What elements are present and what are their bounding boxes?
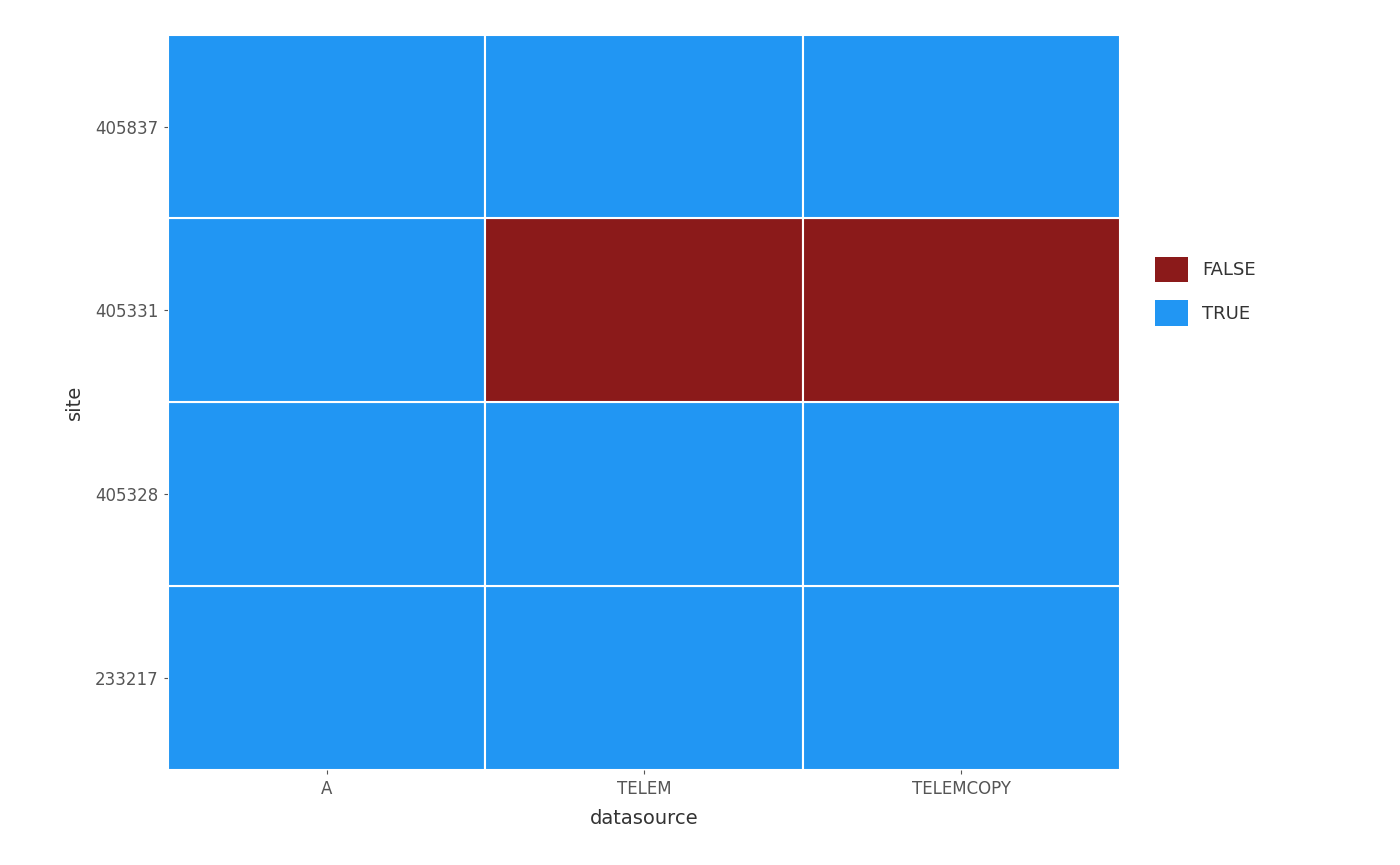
Bar [802, 35, 1120, 218]
Bar [802, 586, 1120, 770]
Bar [486, 35, 802, 218]
Y-axis label: site: site [64, 385, 84, 420]
Legend: FALSE, TRUE: FALSE, TRUE [1148, 249, 1263, 333]
Bar [168, 586, 486, 770]
Bar [168, 35, 486, 218]
X-axis label: datasource: datasource [589, 809, 699, 828]
Bar [486, 586, 802, 770]
Bar [168, 218, 486, 402]
Bar [802, 402, 1120, 586]
Bar [486, 218, 802, 402]
Bar [486, 402, 802, 586]
Bar [802, 218, 1120, 402]
Bar [168, 402, 486, 586]
